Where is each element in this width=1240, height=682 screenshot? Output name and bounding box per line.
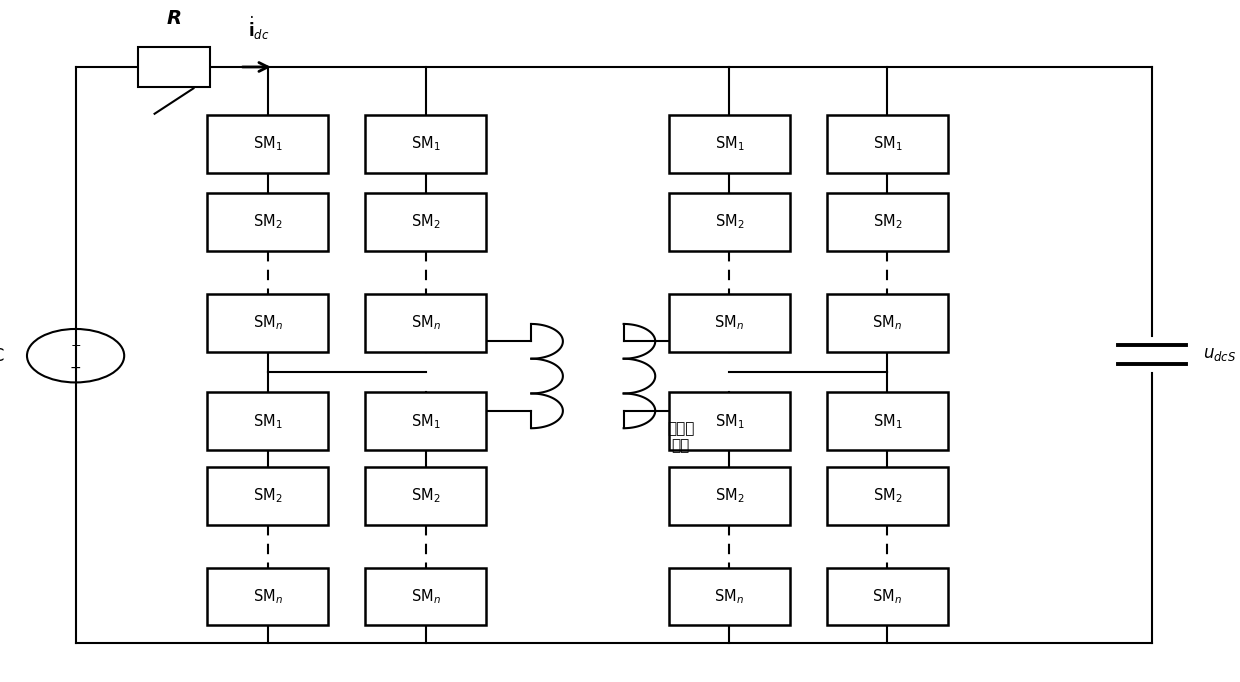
Text: SM$_{1}$: SM$_{1}$: [410, 412, 440, 430]
Text: −: −: [69, 361, 82, 374]
Bar: [365, 392, 486, 450]
Text: SM$_{1}$: SM$_{1}$: [873, 134, 903, 153]
Bar: [365, 467, 486, 525]
Text: SM$_{2}$: SM$_{2}$: [410, 213, 440, 231]
Bar: [207, 567, 329, 625]
Text: SM$_{1}$: SM$_{1}$: [714, 134, 744, 153]
Bar: [827, 115, 949, 173]
Text: SM$_{n}$: SM$_{n}$: [253, 587, 283, 606]
Text: SM$_{n}$: SM$_{n}$: [410, 587, 440, 606]
Text: $u_{dcS}$: $u_{dcS}$: [1203, 345, 1236, 364]
Text: DC: DC: [0, 346, 5, 365]
Text: R: R: [166, 10, 181, 28]
Text: SM$_{n}$: SM$_{n}$: [873, 314, 903, 332]
Text: SM$_{n}$: SM$_{n}$: [714, 314, 744, 332]
Bar: [207, 294, 329, 352]
Bar: [668, 392, 790, 450]
Bar: [138, 47, 211, 87]
Text: SM$_{2}$: SM$_{2}$: [873, 487, 901, 505]
Text: SM$_{2}$: SM$_{2}$: [714, 487, 744, 505]
Text: $\dot{\mathbf{i}}_{dc}$: $\dot{\mathbf{i}}_{dc}$: [248, 14, 270, 42]
Bar: [827, 193, 949, 251]
Bar: [365, 115, 486, 173]
Bar: [207, 467, 329, 525]
Text: SM$_{1}$: SM$_{1}$: [253, 412, 283, 430]
Text: SM$_{1}$: SM$_{1}$: [873, 412, 903, 430]
Bar: [365, 294, 486, 352]
Bar: [207, 115, 329, 173]
Text: SM$_{1}$: SM$_{1}$: [714, 412, 744, 430]
Text: SM$_{1}$: SM$_{1}$: [410, 134, 440, 153]
Text: SM$_{n}$: SM$_{n}$: [873, 587, 903, 606]
Text: 高频变
压器: 高频变 压器: [667, 421, 694, 454]
Bar: [365, 567, 486, 625]
Bar: [827, 567, 949, 625]
Text: SM$_{1}$: SM$_{1}$: [253, 134, 283, 153]
Bar: [207, 392, 329, 450]
Text: SM$_{n}$: SM$_{n}$: [410, 314, 440, 332]
Text: SM$_{n}$: SM$_{n}$: [714, 587, 744, 606]
Bar: [827, 392, 949, 450]
Bar: [668, 115, 790, 173]
Text: +: +: [71, 338, 81, 351]
Text: SM$_{n}$: SM$_{n}$: [253, 314, 283, 332]
Text: SM$_{2}$: SM$_{2}$: [410, 487, 440, 505]
Bar: [827, 294, 949, 352]
Text: SM$_{2}$: SM$_{2}$: [714, 213, 744, 231]
Text: SM$_{2}$: SM$_{2}$: [253, 213, 283, 231]
Bar: [827, 467, 949, 525]
Bar: [668, 567, 790, 625]
Bar: [668, 294, 790, 352]
Bar: [365, 193, 486, 251]
Text: SM$_{2}$: SM$_{2}$: [253, 487, 283, 505]
Text: SM$_{2}$: SM$_{2}$: [873, 213, 901, 231]
Bar: [207, 193, 329, 251]
Bar: [668, 467, 790, 525]
Bar: [668, 193, 790, 251]
